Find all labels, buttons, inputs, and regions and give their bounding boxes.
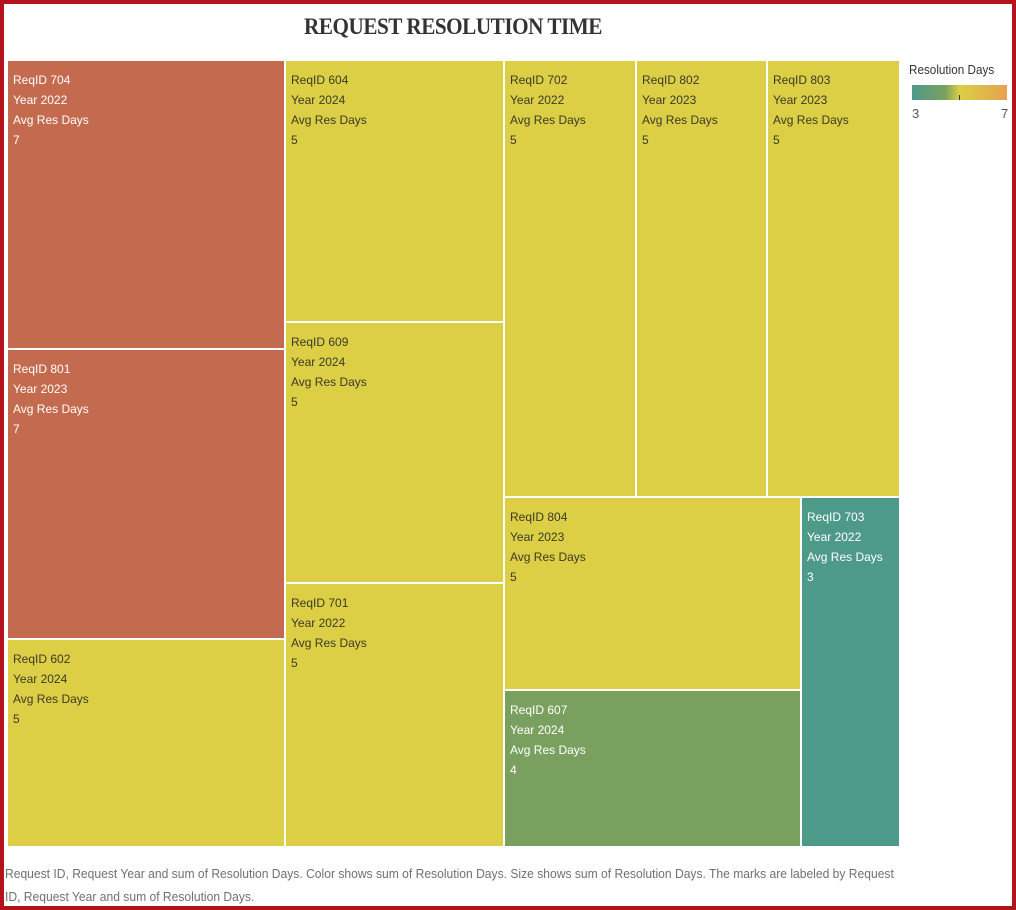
chart-caption: Request ID, Request Year and sum of Reso… (5, 866, 894, 904)
tile-year-label: Year 2023 (510, 530, 565, 544)
tile-metric-label: Avg Res Days (510, 113, 586, 127)
treemap-tile-803[interactable]: ReqID 803 Year 2023 Avg Res Days 5 (767, 60, 900, 497)
tile-label: ReqID 804 Year 2023 Avg Res Days 5 (510, 507, 586, 587)
tile-label: ReqID 701 Year 2022 Avg Res Days 5 (291, 593, 367, 673)
tile-reqid-label: ReqID 802 (642, 73, 700, 87)
chart-title: REQUEST RESOLUTION TIME (304, 14, 602, 39)
tile-metric-label: Avg Res Days (291, 113, 367, 127)
tile-label: ReqID 802 Year 2023 Avg Res Days 5 (642, 70, 718, 150)
tile-metric-label: Avg Res Days (510, 743, 586, 757)
tile-value-label: 4 (510, 763, 517, 777)
tile-label: ReqID 702 Year 2022 Avg Res Days 5 (510, 70, 586, 150)
tile-year-label: Year 2022 (510, 93, 565, 107)
tile-label: ReqID 604 Year 2024 Avg Res Days 5 (291, 70, 367, 150)
tile-value-label: 5 (510, 133, 517, 147)
tile-value-label: 7 (13, 422, 20, 436)
tile-metric-label: Avg Res Days (291, 636, 367, 650)
treemap-tile-703[interactable]: ReqID 703 Year 2022 Avg Res Days 3 (801, 497, 900, 847)
tile-label: ReqID 607 Year 2024 Avg Res Days 4 (510, 700, 586, 780)
tile-metric-label: Avg Res Days (773, 113, 849, 127)
tile-reqid-label: ReqID 609 (291, 335, 349, 349)
tile-year-label: Year 2024 (13, 672, 68, 686)
treemap-tile-804[interactable]: ReqID 804 Year 2023 Avg Res Days 5 (504, 497, 801, 690)
treemap-tile-604[interactable]: ReqID 604 Year 2024 Avg Res Days 5 (285, 60, 504, 322)
tile-value-label: 7 (13, 133, 20, 147)
tile-year-label: Year 2023 (13, 382, 68, 396)
tile-year-label: Year 2022 (807, 530, 862, 544)
treemap-tile-701[interactable]: ReqID 701 Year 2022 Avg Res Days 5 (285, 583, 504, 847)
tile-value-label: 5 (13, 712, 20, 726)
legend-midpoint-tick (959, 95, 960, 100)
tile-year-label: Year 2023 (773, 93, 828, 107)
legend-min-label: 3 (912, 106, 920, 121)
tile-reqid-label: ReqID 602 (13, 652, 71, 666)
tile-reqid-label: ReqID 604 (291, 73, 349, 87)
tile-label: ReqID 703 Year 2022 Avg Res Days 3 (807, 507, 883, 587)
tile-metric-label: Avg Res Days (510, 550, 586, 564)
treemap: ReqID 704 Year 2022 Avg Res Days 7 ReqID 801… (7, 60, 900, 847)
tile-value-label: 5 (510, 570, 517, 584)
treemap-tile-702[interactable]: ReqID 702 Year 2022 Avg Res Days 5 (504, 60, 636, 497)
tile-year-label: Year 2022 (291, 616, 346, 630)
tile-value-label: 5 (291, 395, 298, 409)
treemap-tile-704[interactable]: ReqID 704 Year 2022 Avg Res Days 7 (7, 60, 285, 349)
legend-title: Resolution Days (909, 62, 995, 77)
tile-metric-label: Avg Res Days (13, 113, 89, 127)
tile-metric-label: Avg Res Days (807, 550, 883, 564)
tile-reqid-label: ReqID 703 (807, 510, 865, 524)
legend-gradient-bar (912, 85, 1007, 100)
tile-reqid-label: ReqID 702 (510, 73, 568, 87)
tile-value-label: 3 (807, 570, 814, 584)
tile-value-label: 5 (291, 656, 298, 670)
tile-year-label: Year 2022 (13, 93, 68, 107)
tile-reqid-label: ReqID 701 (291, 596, 349, 610)
tile-reqid-label: ReqID 607 (510, 703, 568, 717)
tile-label: ReqID 803 Year 2023 Avg Res Days 5 (773, 70, 849, 150)
tile-metric-label: Avg Res Days (642, 113, 718, 127)
treemap-tile-607[interactable]: ReqID 607 Year 2024 Avg Res Days 4 (504, 690, 801, 847)
tile-reqid-label: ReqID 801 (13, 362, 71, 376)
treemap-tile-609[interactable]: ReqID 609 Year 2024 Avg Res Days 5 (285, 322, 504, 583)
treemap-tile-801[interactable]: ReqID 801 Year 2023 Avg Res Days 7 (7, 349, 285, 639)
treemap-tile-602[interactable]: ReqID 602 Year 2024 Avg Res Days 5 (7, 639, 285, 847)
tile-value-label: 5 (773, 133, 780, 147)
tile-label: ReqID 609 Year 2024 Avg Res Days 5 (291, 332, 367, 412)
tile-reqid-label: ReqID 803 (773, 73, 831, 87)
tile-metric-label: Avg Res Days (291, 375, 367, 389)
tile-year-label: Year 2024 (510, 723, 565, 737)
tile-label: ReqID 704 Year 2022 Avg Res Days 7 (13, 70, 89, 150)
color-legend: Resolution Days 3 7 (909, 62, 1009, 121)
tile-year-label: Year 2024 (291, 355, 346, 369)
treemap-tile-802[interactable]: ReqID 802 Year 2023 Avg Res Days 5 (636, 60, 767, 497)
tile-value-label: 5 (642, 133, 649, 147)
tile-label: ReqID 602 Year 2024 Avg Res Days 5 (13, 649, 89, 729)
tile-value-label: 5 (291, 133, 298, 147)
tile-year-label: Year 2023 (642, 93, 697, 107)
tile-reqid-label: ReqID 704 (13, 73, 71, 87)
tile-metric-label: Avg Res Days (13, 692, 89, 706)
tile-year-label: Year 2024 (291, 93, 346, 107)
tile-reqid-label: ReqID 804 (510, 510, 568, 524)
tile-label: ReqID 801 Year 2023 Avg Res Days 7 (13, 359, 89, 439)
legend-max-label: 7 (1001, 106, 1009, 121)
tile-metric-label: Avg Res Days (13, 402, 89, 416)
